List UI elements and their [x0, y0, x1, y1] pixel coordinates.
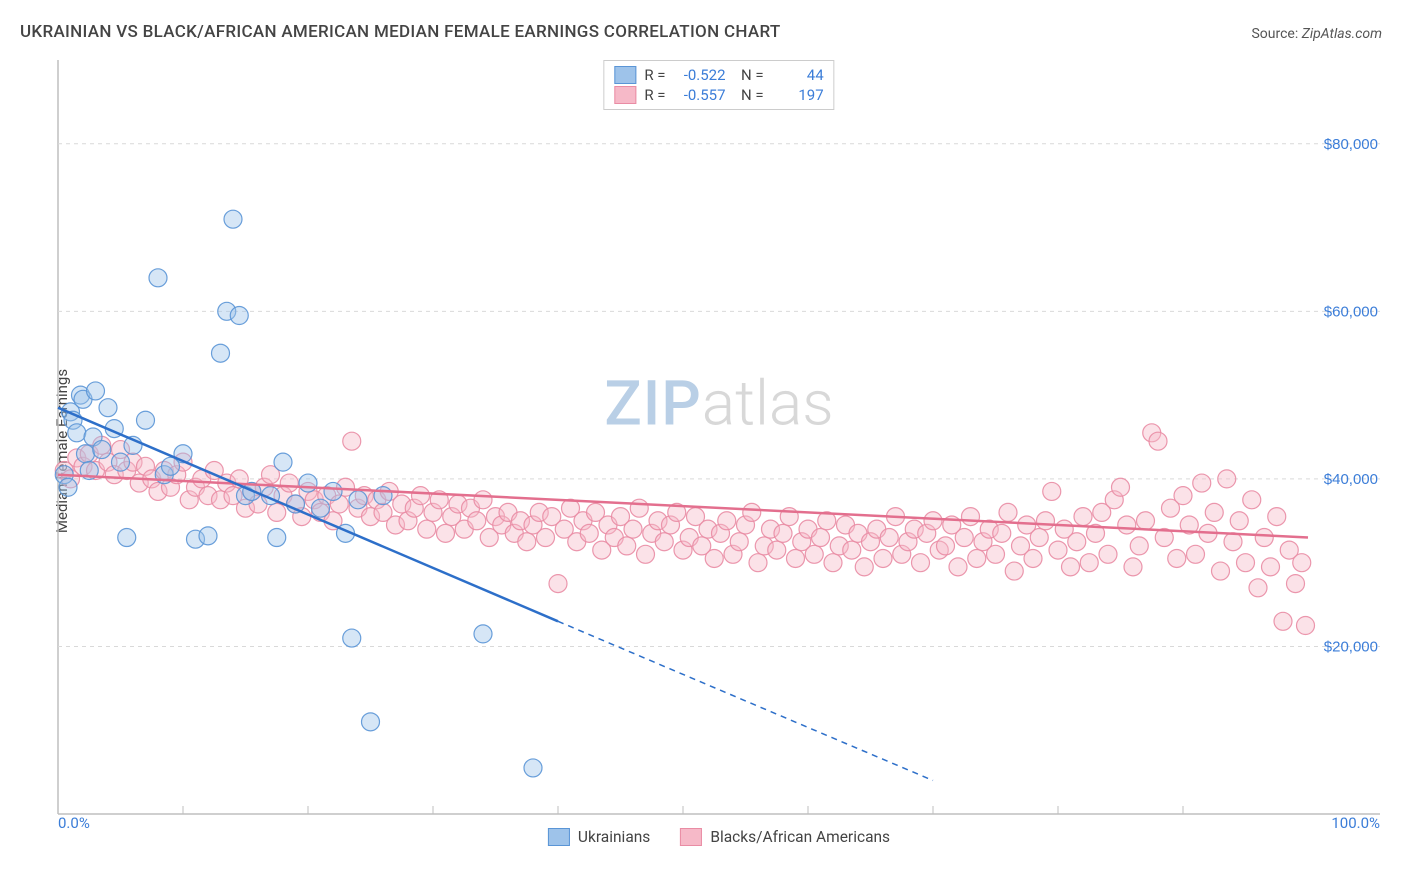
svg-text:$60,000: $60,000 [1324, 303, 1378, 320]
chart-svg: $20,000 $40,000 $60,000 $80,000 [52, 58, 1386, 844]
legend-item-blacks: Blacks/African Americans [680, 828, 890, 846]
n-label: N = [734, 86, 764, 104]
source-attribution: Source: ZipAtlas.com [1251, 26, 1382, 42]
svg-text:$80,000: $80,000 [1324, 136, 1378, 153]
svg-text:$40,000: $40,000 [1324, 471, 1378, 488]
swatch-ukrainians-bottom [548, 828, 570, 846]
source-value: ZipAtlas.com [1302, 26, 1382, 42]
r-value-blacks: -0.557 [674, 86, 726, 104]
legend-series: Ukrainians Blacks/African Americans [548, 828, 890, 846]
legend-item-ukrainians: Ukrainians [548, 828, 650, 846]
x-tick-max: 100.0% [1331, 814, 1380, 832]
r-label: R = [644, 66, 665, 84]
svg-text:$20,000: $20,000 [1324, 638, 1378, 655]
chart-title: UKRAINIAN VS BLACK/AFRICAN AMERICAN MEDI… [20, 22, 781, 42]
swatch-blacks [614, 86, 636, 104]
x-tick-min: 0.0% [58, 814, 90, 832]
series-name-blacks: Blacks/African Americans [710, 828, 890, 846]
swatch-blacks-bottom [680, 828, 702, 846]
n-value-ukrainians: 44 [772, 66, 824, 84]
r-value-ukrainians: -0.522 [674, 66, 726, 84]
legend-row-blacks: R = -0.557 N = 197 [614, 85, 823, 105]
legend-row-ukrainians: R = -0.522 N = 44 [614, 65, 823, 85]
n-label: N = [734, 66, 764, 84]
source-label: Source: [1251, 26, 1301, 42]
series-name-ukrainians: Ukrainians [578, 828, 650, 846]
plot-area: Median Female Earnings ZIPatlas $20,000$… [52, 58, 1386, 844]
n-value-blacks: 197 [772, 86, 824, 104]
legend-correlation: R = -0.522 N = 44 R = -0.557 N = 197 [603, 60, 834, 110]
swatch-ukrainians [614, 66, 636, 84]
r-label: R = [644, 86, 665, 104]
